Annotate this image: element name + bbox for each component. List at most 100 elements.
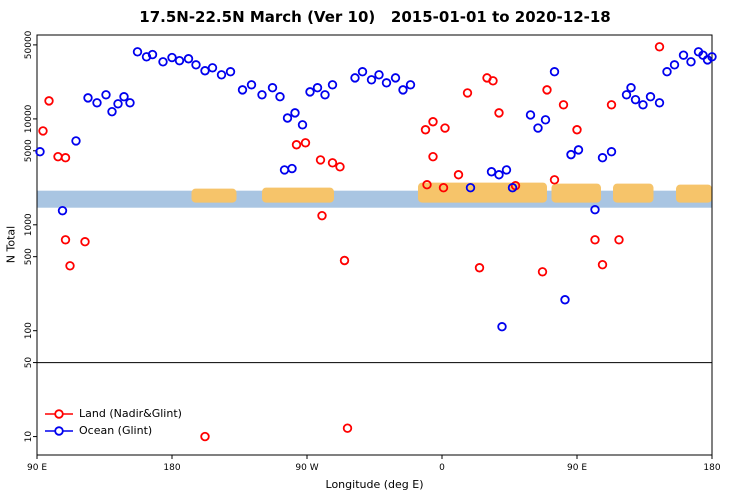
legend-symbol-ocean-icon bbox=[45, 425, 73, 436]
data-point-land bbox=[422, 180, 432, 190]
y-tick-label: 500 bbox=[24, 248, 34, 265]
data-point-ocean bbox=[101, 90, 111, 100]
data-point-land bbox=[428, 151, 438, 162]
data-point-ocean bbox=[125, 98, 135, 108]
x-tick-label: 180 bbox=[703, 463, 720, 473]
data-point-land bbox=[327, 158, 338, 168]
data-point-ocean bbox=[606, 147, 617, 157]
data-point-land bbox=[339, 255, 350, 266]
x-tick-label: 90 E bbox=[567, 463, 587, 473]
data-point-ocean bbox=[366, 75, 377, 85]
legend: Land (Nadir&Glint) Ocean (Glint) bbox=[44, 405, 182, 439]
y-tick-label: 50000 bbox=[24, 30, 34, 59]
data-point-ocean bbox=[630, 94, 641, 105]
data-point-ocean bbox=[573, 145, 584, 155]
data-point-ocean bbox=[486, 167, 497, 177]
data-point-ocean bbox=[225, 67, 236, 77]
data-point-ocean bbox=[669, 60, 680, 70]
plot-box bbox=[36, 34, 713, 456]
data-point-ocean bbox=[507, 183, 518, 193]
data-point-land bbox=[60, 235, 71, 245]
legend-symbol-land-icon bbox=[45, 408, 73, 419]
data-point-ocean bbox=[597, 153, 608, 163]
data-point-land bbox=[38, 126, 48, 136]
data-point-ocean bbox=[525, 110, 536, 120]
map-band-land bbox=[613, 183, 654, 203]
data-point-land bbox=[317, 210, 327, 221]
data-point-ocean bbox=[494, 170, 504, 180]
data-point-ocean bbox=[350, 73, 360, 83]
map-band-land bbox=[551, 183, 601, 203]
data-point-ocean bbox=[590, 204, 600, 215]
chart-title: 17.5N-22.5N March (Ver 10) 2015-01-01 to… bbox=[139, 8, 611, 26]
map-band-land bbox=[676, 184, 712, 203]
y-tick-label: 1000 bbox=[24, 213, 34, 236]
data-point-land bbox=[549, 175, 560, 185]
data-point-ocean bbox=[237, 85, 248, 95]
legend-item-ocean: Ocean (Glint) bbox=[44, 422, 182, 439]
data-point-ocean bbox=[327, 80, 338, 90]
data-point-ocean bbox=[167, 52, 177, 63]
data-point-land bbox=[453, 170, 464, 180]
data-point-ocean bbox=[147, 49, 158, 60]
x-tick-label: 0 bbox=[439, 463, 445, 473]
data-point-ocean bbox=[71, 136, 81, 146]
data-point-ocean bbox=[390, 73, 401, 83]
data-point-land bbox=[462, 88, 473, 98]
data-point-land bbox=[342, 423, 353, 433]
data-point-ocean bbox=[405, 80, 416, 90]
data-point-land bbox=[440, 123, 450, 133]
data-point-ocean bbox=[297, 120, 308, 130]
data-point-ocean bbox=[119, 92, 129, 102]
data-point-land bbox=[300, 138, 311, 148]
data-point-ocean bbox=[654, 98, 665, 108]
data-point-ocean bbox=[113, 99, 123, 109]
y-tick-label: 100 bbox=[24, 322, 34, 339]
data-point-land bbox=[654, 42, 665, 52]
data-point-ocean bbox=[465, 183, 476, 193]
data-point-land bbox=[590, 235, 600, 245]
data-point-ocean bbox=[290, 108, 300, 118]
data-point-ocean bbox=[566, 149, 576, 160]
data-point-ocean bbox=[174, 55, 185, 66]
data-point-ocean bbox=[275, 92, 285, 102]
data-point-ocean bbox=[83, 93, 93, 103]
data-point-land bbox=[494, 108, 504, 118]
data-point-ocean bbox=[158, 57, 168, 67]
data-point-ocean bbox=[267, 83, 278, 93]
data-point-ocean bbox=[560, 295, 570, 305]
legend-item-land: Land (Nadir&Glint) bbox=[44, 405, 182, 422]
data-point-ocean bbox=[57, 205, 68, 216]
map-band-land bbox=[191, 188, 237, 203]
data-point-ocean bbox=[132, 47, 143, 57]
y-tick-label: 10 bbox=[24, 431, 34, 443]
x-tick-label: 90 E bbox=[27, 463, 47, 473]
data-point-ocean bbox=[92, 98, 102, 108]
data-point-ocean bbox=[216, 70, 227, 80]
x-axis-label: Longitude (deg E) bbox=[325, 478, 424, 491]
data-point-land bbox=[597, 259, 608, 270]
data-point-land bbox=[315, 155, 326, 165]
data-point-ocean bbox=[381, 78, 392, 88]
data-point-ocean bbox=[357, 67, 368, 77]
data-point-land bbox=[542, 85, 552, 95]
y-tick-label: 10000 bbox=[24, 104, 34, 133]
data-point-ocean bbox=[645, 92, 656, 102]
data-point-ocean bbox=[686, 57, 696, 67]
data-point-land bbox=[44, 96, 54, 106]
data-point-ocean bbox=[246, 80, 257, 90]
data-point-land bbox=[428, 117, 438, 127]
data-point-ocean bbox=[191, 60, 201, 70]
data-point-ocean bbox=[662, 67, 672, 77]
data-point-ocean bbox=[638, 100, 648, 110]
data-point-land bbox=[606, 100, 617, 110]
data-point-ocean bbox=[305, 87, 315, 97]
y-tick-label: 50 bbox=[24, 357, 34, 369]
data-point-ocean bbox=[200, 66, 210, 76]
map-band-land bbox=[418, 182, 547, 203]
data-point-ocean bbox=[312, 83, 323, 93]
data-point-ocean bbox=[35, 147, 45, 157]
data-point-land bbox=[488, 76, 498, 86]
map-band-ocean bbox=[37, 190, 712, 208]
